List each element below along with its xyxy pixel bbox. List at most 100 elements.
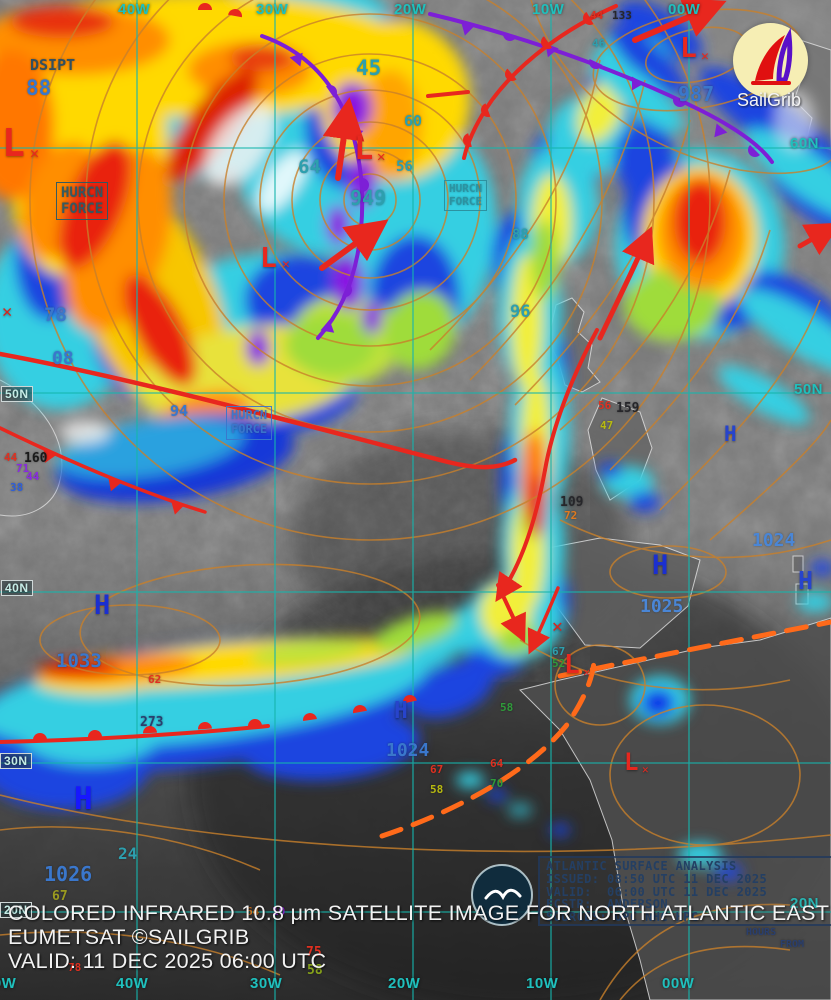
station-value: 72 <box>564 509 578 522</box>
station-value: 56 <box>598 399 612 412</box>
station-value: 47 <box>600 419 614 432</box>
pressure-label: DSIPT <box>30 56 76 74</box>
cross-mark: ✕ <box>377 149 386 165</box>
station-value: 67 <box>552 645 566 658</box>
station-value: HOURS <box>746 927 777 938</box>
station-value: 58 <box>500 701 514 714</box>
pressure-label: 64 <box>298 156 321 178</box>
station-value: 46 <box>592 37 606 50</box>
station-value: 273 <box>140 715 164 730</box>
grid-label-lat-right: 50N <box>794 381 824 398</box>
grid-label-lat-right: 60N <box>790 135 820 152</box>
front-layer <box>0 3 831 839</box>
pressure-label: 987 <box>678 82 715 106</box>
analysis-box: ATLANTIC SURFACE ANALYSIS ISSUED: 08:50 U… <box>538 856 831 926</box>
sail-icon <box>751 27 793 85</box>
grid-label-lon-top: 10W <box>532 1 565 18</box>
analysis-line: FCSTR: ANDERSON <box>546 897 668 912</box>
pressure-label: 949 <box>350 186 387 210</box>
low-symbol: L <box>624 748 639 776</box>
pressure-label: 94 <box>170 402 189 420</box>
cross-mark: ✕ <box>282 257 290 272</box>
grid-label-lon-top: 20W <box>394 1 427 18</box>
analysis-line: ATLANTIC SURFACE ANALYSIS <box>546 859 737 873</box>
pressure-label: 67 <box>52 889 68 904</box>
pressure-label: 08 <box>52 348 74 369</box>
grid-label-lon-top: 00W <box>668 1 701 18</box>
grid-label-lon-bottom: 50W <box>0 975 17 992</box>
low-symbol: L <box>564 650 580 680</box>
high-symbol: H <box>94 590 111 621</box>
pressure-label: 56 <box>396 159 413 175</box>
cross-mark: ✕ <box>701 49 709 64</box>
grid-label-lon-top: 30W <box>256 1 289 18</box>
pressure-label: 96 <box>510 302 531 322</box>
station-value: 64 <box>490 757 504 770</box>
grid-label-lon-bottom: 10W <box>526 975 559 992</box>
low-symbol: L <box>2 121 25 165</box>
analysis-line: ISSUED: 08:50 UTC 11 DEC 2025 <box>546 871 768 886</box>
high-symbol: H <box>652 550 669 581</box>
analysis-line: VALID: 06:00 UTC 11 DEC 2025 <box>546 884 768 899</box>
analysis-line: SOURCES: OPC NHC HPC <box>546 910 699 925</box>
pressure-label: 88 <box>512 227 529 243</box>
pressure-label: 1025 <box>640 596 684 617</box>
sailgrib-logo <box>733 23 808 98</box>
station-value: 133 <box>612 9 632 22</box>
station-value: 52 <box>552 657 566 670</box>
pressure-label: 88 <box>26 76 52 100</box>
station-value: FROM <box>780 939 805 950</box>
caption-valid: VALID: 11 DEC 2025 06:00 UTC <box>8 949 327 973</box>
high-symbol: H <box>394 698 408 724</box>
pressure-label: 45 <box>356 56 382 80</box>
high-symbol: H <box>74 781 93 817</box>
hurricane-force-box: HURCN FORCE <box>444 180 488 212</box>
station-value: 75 <box>306 945 322 960</box>
station-value: 159 <box>616 401 640 416</box>
pressure-label: 1026 <box>44 862 93 886</box>
grid-label-lat-left: 40N <box>1 580 33 596</box>
grid-label-lon-bottom: 40W <box>116 975 149 992</box>
pressure-label: 1033 <box>56 650 102 672</box>
station-value: 71 <box>16 462 30 475</box>
cross-mark: ✕ <box>642 763 649 776</box>
cross-mark: ✕ <box>30 144 40 162</box>
hurricane-force-box: HURCN FORCE <box>56 182 109 221</box>
grid-label-lat-right: 20N <box>790 895 820 912</box>
low-symbol: L <box>260 241 277 274</box>
grid-label-lat-left: 20N <box>0 902 32 918</box>
cross-mark: ✕ <box>552 616 563 637</box>
station-value: 67 <box>430 763 444 776</box>
grid-label-lat-left: 50N <box>1 386 33 402</box>
sailgrib-wordmark: SailGrib <box>737 90 802 110</box>
grid-label-lat-left: 30N <box>0 753 32 769</box>
station-value: 109 <box>560 495 584 510</box>
station-value: 70 <box>490 777 504 790</box>
cross-mark: ✕ <box>2 302 13 322</box>
high-symbol: H <box>724 422 737 446</box>
station-value: 38 <box>10 481 24 494</box>
station-value: 58 <box>430 783 444 796</box>
station-value: 160 <box>24 451 48 466</box>
pressure-label: 78 <box>44 304 67 326</box>
station-value: 58 <box>307 963 323 978</box>
station-value: 44 <box>4 451 18 464</box>
arrow-layer <box>319 0 831 643</box>
station-value: 62 <box>148 673 162 686</box>
station-value: 64 <box>246 905 260 918</box>
high-symbol: H <box>798 566 814 595</box>
pressure-label: 60 <box>404 112 423 130</box>
hurricane-force-box: HURCN FORCE <box>226 406 273 440</box>
low-symbol: L <box>354 129 374 167</box>
pressure-label: 1024 <box>752 530 796 551</box>
pressure-label: 24 <box>118 844 138 863</box>
caption-title: COLORED INFRARED 10.8 μm SATELLITE IMAGE… <box>8 901 830 925</box>
low-symbol: L <box>680 31 697 64</box>
station-value: 44 <box>590 9 604 22</box>
noaa-logo <box>471 864 533 926</box>
grid-label-lon-bottom: 30W <box>250 975 283 992</box>
grid-label-lon-top: 40W <box>118 1 151 18</box>
